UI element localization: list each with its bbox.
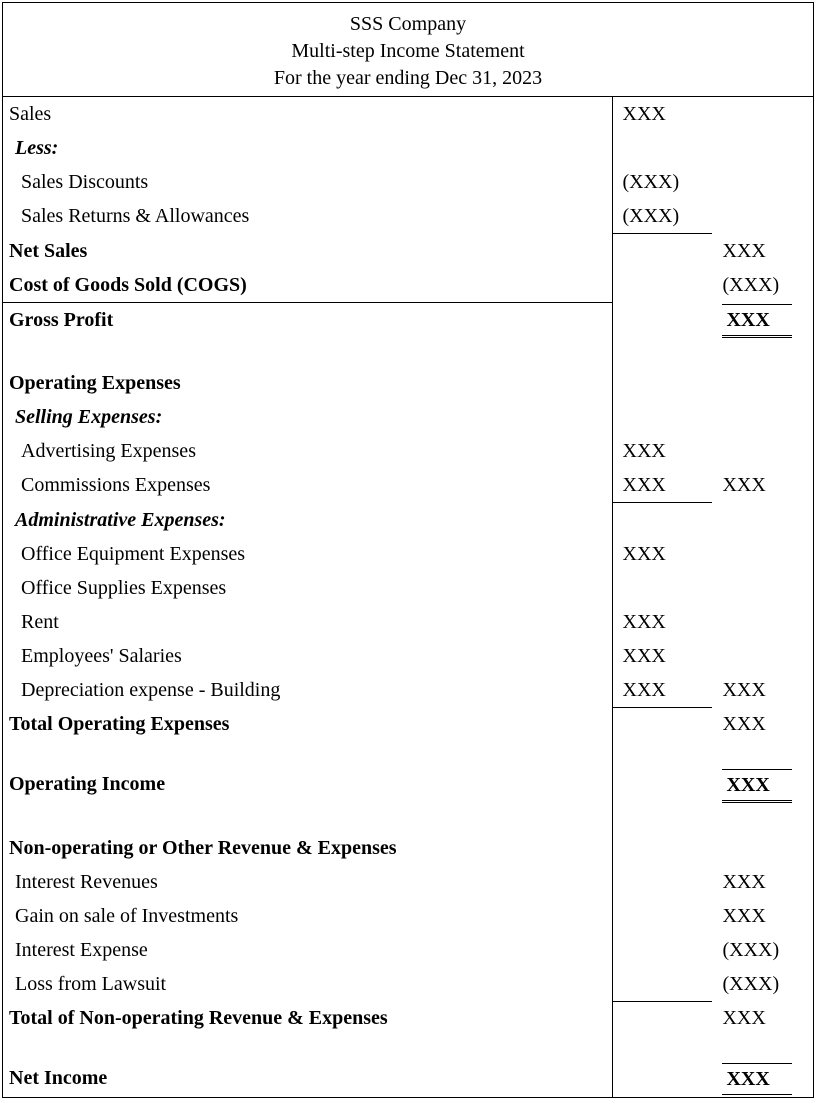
val-comm-a: XXX	[612, 468, 712, 503]
row-office-supp: Office Supplies Expenses	[3, 571, 813, 605]
label-total-non-op: Total of Non-operating Revenue & Expense…	[3, 1001, 612, 1035]
val-sales-a: XXX	[612, 97, 712, 131]
row-operating-expenses: Operating Expenses	[3, 366, 813, 400]
statement-header: SSS Company Multi-step Income Statement …	[3, 3, 813, 97]
row-rent: Rent XXX	[3, 605, 813, 639]
val-office-equip: XXX	[612, 537, 712, 571]
row-selling-expenses: Selling Expenses:	[3, 400, 813, 434]
row-net-income: Net Income XXX	[3, 1061, 813, 1097]
row-salaries: Employees' Salaries XXX	[3, 639, 813, 673]
val-loss: (XXX)	[712, 967, 813, 1001]
row-non-op: Non-operating or Other Revenue & Expense…	[3, 831, 813, 865]
label-loss: Loss from Lawsuit	[3, 967, 612, 1001]
statement-table: Sales XXX Less: Sales Discounts (XXX) Sa…	[3, 97, 813, 1097]
val-total-op-ex: XXX	[712, 707, 813, 741]
row-operating-income: Operating Income XXX	[3, 767, 813, 805]
label-total-op-ex: Total Operating Expenses	[3, 707, 612, 741]
val-net-income: XXX	[722, 1063, 792, 1095]
row-sales: Sales XXX	[3, 97, 813, 131]
row-net-sales: Net Sales XXX	[3, 234, 813, 268]
label-int-rev: Interest Revenues	[3, 865, 612, 899]
row-total-non-op: Total of Non-operating Revenue & Expense…	[3, 1001, 813, 1035]
val-rent: XXX	[612, 605, 712, 639]
label-rent: Rent	[3, 605, 612, 639]
label-gain: Gain on sale of Investments	[3, 899, 612, 933]
company-name: SSS Company	[3, 11, 813, 38]
statement-title: Multi-step Income Statement	[3, 38, 813, 65]
row-cogs: Cost of Goods Sold (COGS) (XXX)	[3, 268, 813, 303]
label-sales-discounts: Sales Discounts	[3, 165, 612, 199]
label-selling-ex: Selling Expenses:	[3, 400, 612, 434]
label-cogs: Cost of Goods Sold (COGS)	[3, 268, 612, 303]
label-admin-ex: Administrative Expenses:	[3, 503, 612, 537]
val-comm-b: XXX	[712, 468, 813, 503]
row-gain: Gain on sale of Investments XXX	[3, 899, 813, 933]
label-non-op: Non-operating or Other Revenue & Expense…	[3, 831, 612, 865]
row-admin-expenses: Administrative Expenses:	[3, 503, 813, 537]
val-gross-profit: XXX	[722, 304, 792, 338]
val-int-rev: XXX	[712, 865, 813, 899]
label-op-income: Operating Income	[3, 767, 612, 805]
row-less: Less:	[3, 131, 813, 165]
label-office-equip: Office Equipment Expenses	[3, 537, 612, 571]
income-statement: SSS Company Multi-step Income Statement …	[2, 2, 814, 1098]
row-total-op-ex: Total Operating Expenses XXX	[3, 707, 813, 741]
label-adv: Advertising Expenses	[3, 434, 612, 468]
statement-period: For the year ending Dec 31, 2023	[3, 65, 813, 92]
row-commissions: Commissions Expenses XXX XXX	[3, 468, 813, 503]
val-depr-b: XXX	[712, 673, 813, 708]
label-sales-returns: Sales Returns & Allowances	[3, 199, 612, 234]
label-office-supp: Office Supplies Expenses	[3, 571, 612, 605]
val-op-income: XXX	[722, 769, 792, 803]
label-int-exp: Interest Expense	[3, 933, 612, 967]
val-int-exp: (XXX)	[712, 933, 813, 967]
row-office-equip: Office Equipment Expenses XXX	[3, 537, 813, 571]
row-sales-discounts: Sales Discounts (XXX)	[3, 165, 813, 199]
val-salaries: XXX	[612, 639, 712, 673]
row-int-exp: Interest Expense (XXX)	[3, 933, 813, 967]
val-adv: XXX	[612, 434, 712, 468]
row-advertising: Advertising Expenses XXX	[3, 434, 813, 468]
label-net-sales: Net Sales	[3, 234, 612, 268]
label-net-income: Net Income	[3, 1061, 612, 1097]
val-cogs: (XXX)	[712, 268, 813, 303]
row-loss: Loss from Lawsuit (XXX)	[3, 967, 813, 1001]
label-sales: Sales	[3, 97, 612, 131]
label-salaries: Employees' Salaries	[3, 639, 612, 673]
label-gross-profit: Gross Profit	[3, 302, 612, 340]
label-depr: Depreciation expense - Building	[3, 673, 612, 708]
val-gain: XXX	[712, 899, 813, 933]
label-op-ex: Operating Expenses	[3, 366, 612, 400]
row-gross-profit: Gross Profit XXX	[3, 302, 813, 340]
row-sales-returns: Sales Returns & Allowances (XXX)	[3, 199, 813, 234]
val-net-sales: XXX	[712, 234, 813, 268]
val-sales-returns: (XXX)	[612, 199, 712, 234]
val-sales-discounts: (XXX)	[612, 165, 712, 199]
label-less: Less:	[3, 131, 612, 165]
val-total-non-op: XXX	[712, 1001, 813, 1035]
label-comm: Commissions Expenses	[3, 468, 612, 503]
row-depreciation: Depreciation expense - Building XXX XXX	[3, 673, 813, 708]
row-int-rev: Interest Revenues XXX	[3, 865, 813, 899]
val-depr-a: XXX	[612, 673, 712, 708]
